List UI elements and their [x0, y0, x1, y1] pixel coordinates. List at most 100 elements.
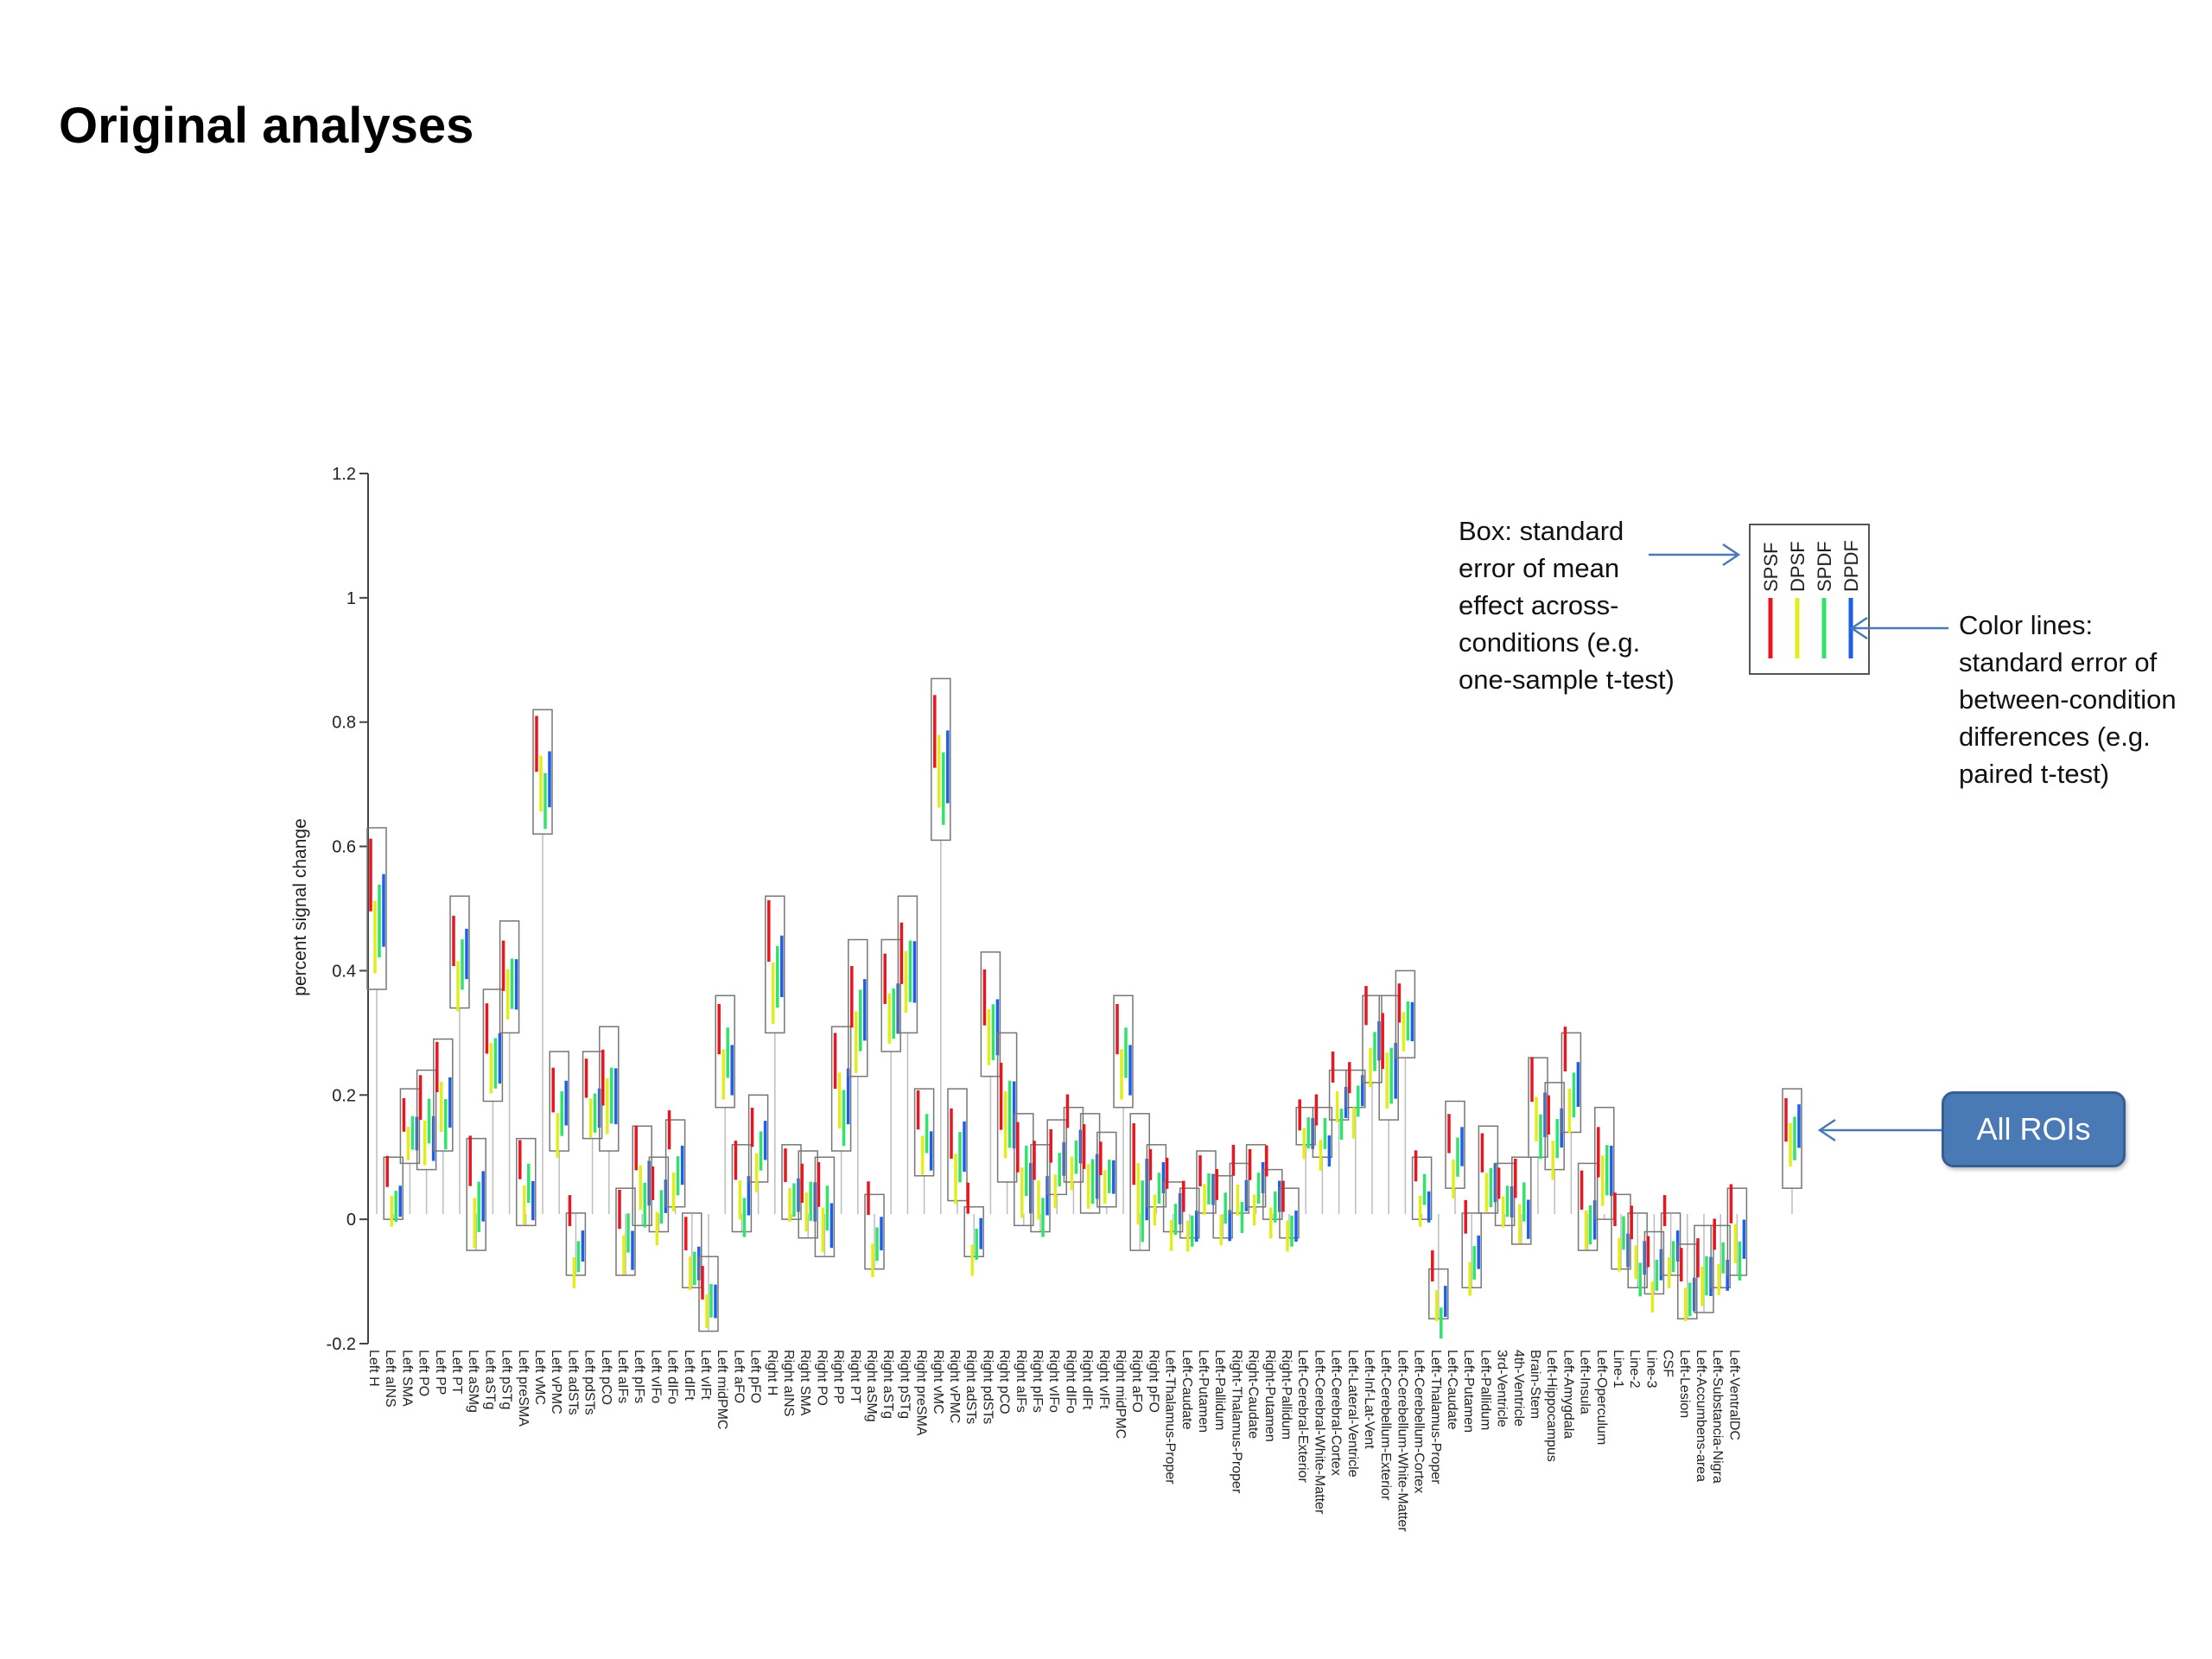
annotation-line: effect across-: [1459, 590, 1619, 620]
se-box: [433, 1038, 454, 1152]
se-box: [1560, 1032, 1582, 1134]
x-tick-label: Left pIFs: [632, 1350, 646, 1403]
x-tick-label: Left-Cerebral-Exterior: [1295, 1350, 1310, 1484]
se-box: [848, 938, 868, 1077]
roi-group: [1445, 1100, 1465, 1214]
se-box: [1594, 1106, 1615, 1220]
roi-group: [1726, 1184, 1748, 1281]
roi-group: [1594, 1106, 1615, 1220]
se-box: [1428, 1268, 1449, 1319]
x-tick-label: Left vIFo: [648, 1350, 663, 1403]
x-tick-label: Left-Inf-Lat-Vent: [1362, 1350, 1376, 1449]
x-tick-label: Line-2: [1627, 1350, 1642, 1389]
roi-group: [765, 895, 785, 1214]
roi-group: [980, 951, 1001, 1214]
x-tick-label: Left dIFt: [682, 1350, 696, 1401]
se-box: [1445, 1100, 1465, 1189]
x-tick-label: Right pdSTs: [980, 1350, 995, 1424]
roi-group: [1096, 1131, 1117, 1214]
se-box: [947, 1088, 968, 1202]
se-box: [1677, 1243, 1698, 1319]
se-box: [1710, 1224, 1731, 1289]
roi-group: [947, 1088, 968, 1214]
roi-group: [549, 1051, 569, 1214]
x-tick-label: Left vPMC: [549, 1350, 563, 1414]
roi-group: [664, 1109, 686, 1214]
x-tick-label: Right-Pallidum: [1279, 1350, 1294, 1440]
roi-group: [615, 1187, 636, 1276]
legend-label-spsf: SPSF: [1760, 543, 1782, 592]
se-box: [1782, 1088, 1802, 1189]
all-rois-arrow: [1817, 1118, 1942, 1142]
se-box: [1046, 1119, 1067, 1196]
se-box: [1113, 995, 1134, 1109]
x-tick-label: Left-Thalamus-Proper: [1428, 1350, 1443, 1484]
arrow-head: [1722, 543, 1741, 567]
x-tick-label: Left aIFs: [615, 1350, 630, 1403]
se-box: [482, 988, 504, 1103]
se-box: [830, 1026, 852, 1152]
se-box: [549, 1051, 569, 1152]
x-tick-label: Right vIFo: [1046, 1350, 1061, 1413]
se-box: [366, 827, 387, 990]
roi-group: [996, 1032, 1018, 1214]
page-title: Original analyses: [59, 98, 474, 154]
x-tick-label: Line-3: [1643, 1350, 1658, 1389]
x-tick-label: Left-Lateral-Ventricle: [1345, 1350, 1360, 1478]
x-tick-label: Right midPMC: [1113, 1350, 1128, 1439]
roi-group: [1279, 1180, 1300, 1252]
se-box: [931, 677, 951, 842]
roi-group: [913, 1088, 935, 1214]
se-box: [1395, 969, 1416, 1058]
x-tick-label: Left-Putamen: [1196, 1350, 1211, 1433]
x-tick-label: Left dIFo: [665, 1350, 680, 1404]
roi-group: [532, 709, 553, 1214]
x-tick-label: Right pCO: [997, 1350, 1012, 1414]
roi-group: [1212, 1168, 1233, 1246]
se-box: [1694, 1224, 1714, 1313]
se-box: [1461, 1212, 1482, 1289]
roi-group: [499, 920, 520, 1214]
roi-group: [1428, 1214, 1449, 1339]
x-tick-label: Left pFO: [748, 1350, 763, 1403]
se-box: [1643, 1230, 1665, 1295]
se-box: [1726, 1187, 1748, 1276]
x-tick-label: Right preSMA: [914, 1350, 929, 1436]
x-tick-label: Left-Amygdala: [1560, 1350, 1575, 1439]
x-tick-label: Left PT: [449, 1350, 464, 1395]
y-tick-label: 0.6: [332, 838, 356, 857]
se-box: [1312, 1106, 1333, 1158]
se-box: [980, 951, 1001, 1077]
roi-group: [897, 895, 918, 1214]
x-tick-label: Right vIFt: [1096, 1350, 1111, 1409]
se-box: [664, 1119, 686, 1208]
x-tick-label: Brain-Stem: [1528, 1350, 1542, 1419]
legend-label-dpsf: DPSF: [1787, 541, 1808, 592]
roi-group: [466, 1135, 486, 1251]
roi-group: [963, 1182, 984, 1276]
roi-group: [1312, 1094, 1333, 1214]
x-tick-labels: Left H Left aINS Left SMA Left PO Left PP Lef…: [366, 1350, 1741, 1532]
y-tick-label: -0.2: [327, 1335, 356, 1354]
annotation-line: paired t-test): [1959, 759, 2110, 789]
roi-group: [1560, 1027, 1582, 1214]
annotation-line: one-sample t-test): [1459, 664, 1675, 695]
x-tick-label: Line-1: [1611, 1350, 1625, 1389]
se-box: [1096, 1131, 1117, 1208]
x-tick-label: Right aFO: [1129, 1350, 1144, 1413]
se-box: [532, 709, 553, 835]
x-tick-label: Left-VentralDC: [1726, 1350, 1741, 1440]
x-tick-label: Left vMC: [532, 1350, 547, 1405]
roi-group: [715, 995, 735, 1214]
se-box: [731, 1144, 753, 1233]
roi-group: [1544, 1082, 1565, 1214]
x-tick-label: Left-Hippocampus: [1544, 1350, 1559, 1462]
x-tick-label: Left-Cerebellum-Cortex: [1412, 1350, 1427, 1493]
x-tick-label: Right H: [765, 1350, 779, 1395]
x-tick-label: 3rd-Ventricle: [1495, 1350, 1510, 1427]
y-tick-label: 1.2: [332, 465, 356, 484]
roi-group: [1577, 1162, 1599, 1251]
roi-group: [383, 1155, 404, 1227]
roi-group: [1710, 1214, 1731, 1295]
